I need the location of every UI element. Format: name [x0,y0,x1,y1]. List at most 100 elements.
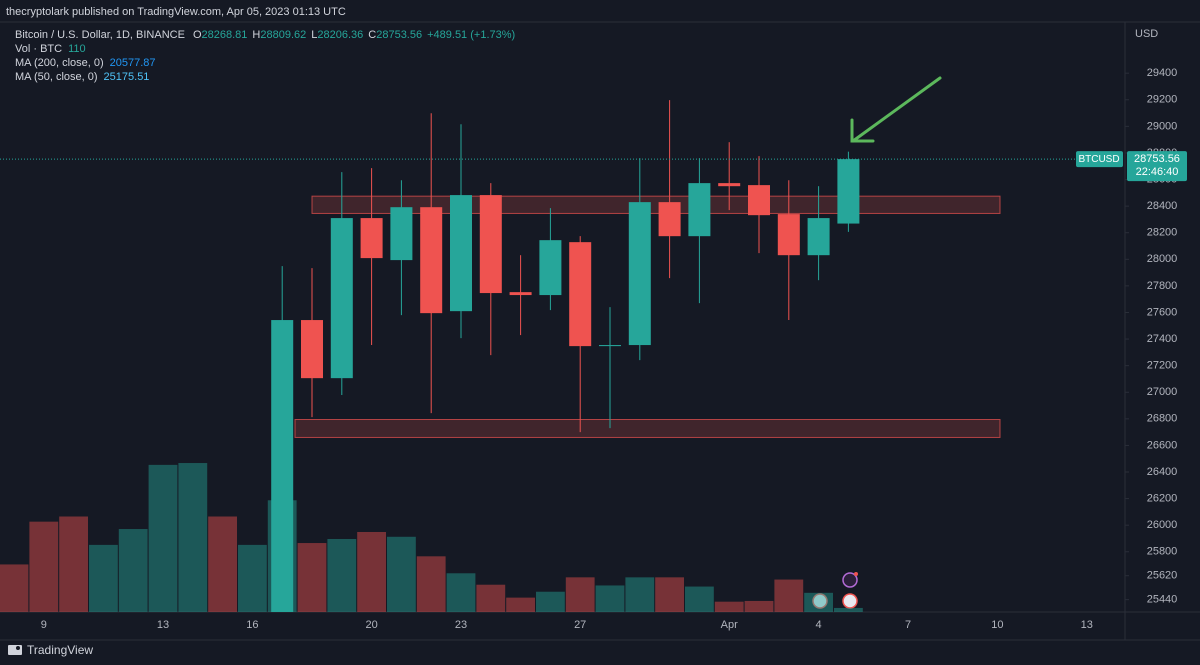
volume-bar [685,586,714,612]
volume-bar [744,600,774,612]
volume-bar [476,584,506,612]
y-tick-label: 27000 [1147,386,1178,398]
volume-bar [327,538,357,612]
volume-bar [774,579,804,612]
indicator-row: Vol · BTC 110 [15,43,86,55]
footer-brand: TradingView [27,643,93,657]
currency: USD [1135,28,1158,40]
y-tick-label: 28000 [1147,253,1178,265]
volume-bar [714,601,744,612]
ohlc-value: 28753.56 [376,29,422,41]
ohlc-key: O [193,29,202,41]
indicator-row: MA (50, close, 0) 25175.51 [15,71,149,83]
ohlc-key: C [368,29,376,41]
x-tick-label: Apr [721,619,738,631]
ohlc-key: H [252,29,260,41]
y-tick-label: 26600 [1147,439,1178,451]
candle-body [718,183,741,187]
volume-bar [834,607,863,612]
event-icons [812,572,858,609]
candle-body [539,240,562,296]
candle-body [360,218,383,259]
volume-bar [89,544,118,612]
x-tick-label: 23 [455,619,467,631]
candle-body [628,202,651,346]
x-tick-label: 13 [1081,619,1093,631]
indicator-name: Vol · BTC [15,43,62,55]
countdown: 22:46:40 [1136,166,1179,178]
candle-body [390,207,413,261]
volume-bar [416,556,446,612]
zone [294,418,1001,438]
x-tick-label: 9 [41,619,47,631]
indicator-name: MA (50, close, 0) [15,71,98,83]
y-tick-label: 25620 [1147,570,1178,582]
y-tick-label: 28400 [1147,200,1178,212]
volume-bar [208,516,237,612]
volume-bar [148,464,178,612]
volume-bar [595,585,625,612]
volume-bar [0,564,29,612]
ohlc-value: 28268.81 [202,29,248,41]
ohlc-value: 28206.36 [317,29,363,41]
y-tick-label: 27400 [1147,333,1178,345]
candle-body [807,218,830,256]
candle-body [509,292,532,296]
indicator-value: 25175.51 [104,71,150,83]
candle-body [837,159,860,224]
x-tick-label: 7 [905,619,911,631]
y-tick-label: 25440 [1147,594,1178,606]
ohlc-value: 28809.62 [260,29,306,41]
volume-bar [536,591,565,612]
candle-body [479,195,502,294]
candle-body [420,207,443,314]
y-tick-label: 29000 [1147,120,1178,132]
candle-body [301,320,323,379]
y-tick-label: 27800 [1147,280,1178,292]
legend-row: Bitcoin / U.S. Dollar, 1D, BINANCE O28268… [15,29,515,41]
candle-body [450,195,472,312]
candle-body [748,185,770,216]
x-tick-label: 16 [246,619,258,631]
y-tick-label: 25800 [1147,546,1178,558]
symbol-tag: BTCUSD [1078,154,1119,165]
x-tick-label: 10 [991,619,1003,631]
plot-area [0,100,1001,612]
volume-bar [178,463,208,612]
symbol-tag-box [1076,151,1123,168]
volume-bar [357,531,386,612]
x-tick-label: 13 [157,619,169,631]
symbol-name: Bitcoin / U.S. Dollar, 1D, BINANCE [15,29,185,41]
candle-body [271,320,294,612]
candle-body [330,218,353,379]
footer-logo [8,645,22,655]
x-tick-label: 20 [365,619,377,631]
y-tick-label: 26800 [1147,413,1178,425]
volume-bar [625,577,655,612]
volume-bar [804,592,833,612]
y-tick-label: 29200 [1147,94,1178,106]
arrow-annotation [850,76,942,143]
volume-bar [446,573,476,612]
x-tick-label: 4 [816,619,822,631]
x-tick-label: 27 [574,619,586,631]
volume-bar [655,577,684,612]
y-tick-label: 26000 [1147,519,1178,531]
candle-body [599,345,621,347]
y-tick-label: 27600 [1147,306,1178,318]
last-price: 28753.56 [1134,153,1180,165]
indicator-name: MA (200, close, 0) [15,57,104,69]
candle-body [688,183,711,237]
y-tick-label: 26200 [1147,493,1178,505]
change: +489.51 (+1.73%) [427,29,515,41]
volume-bar [29,521,59,612]
y-tick-label: 26400 [1147,466,1178,478]
volume-bar [565,577,595,612]
volume-bar [59,516,88,612]
volume-bar [297,543,327,612]
y-tick-label: 29400 [1147,67,1178,79]
y-tick-label: 28200 [1147,227,1178,239]
indicator-row: MA (200, close, 0) 20577.87 [15,57,156,69]
